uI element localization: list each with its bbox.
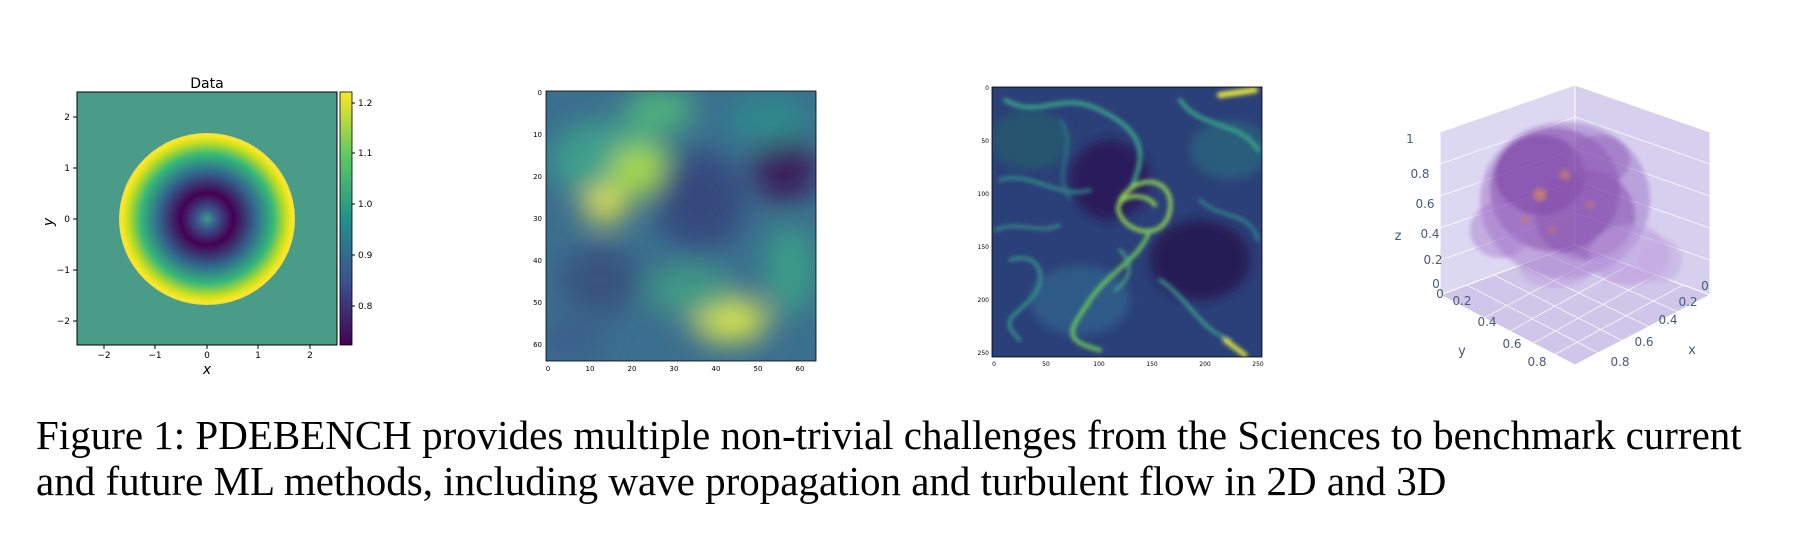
cbar-tick: 1.0 [358,200,373,210]
p1-xtick: 0 [204,351,210,361]
p4-ztick: 0.6 [1415,197,1434,211]
panel-wave-data: Data −2 −1 0 1 2 2 1 0 −1 −2 x y 1.2 1.1… [41,76,373,378]
panel-3d-volume: 1 0.8 0.6 0.4 0.2 0 z 0 0.2 0.4 0.6 0.8 … [1395,84,1712,369]
p1-xtick: −1 [148,351,161,361]
p2-xtick: 0 [546,365,550,373]
p4-zlabel: z [1395,229,1402,244]
p4-xlabel: x [1688,343,1696,358]
p2-ytick: 50 [533,299,542,307]
p4-xtick: 0.4 [1658,313,1677,327]
panel-turbulence-fine: 0 50 100 150 200 250 0 50 100 150 200 25… [978,85,1264,368]
p3-xtick: 50 [1042,361,1050,368]
p4-ztick: 0 [1432,277,1440,291]
p2-xtick: 20 [628,365,637,373]
p2-ytick: 30 [533,215,542,223]
p4-ylabel: y [1458,344,1466,359]
p4-ztick: 0.4 [1420,227,1439,241]
p4-ztick: 1 [1406,132,1414,146]
panel1-ylabel: y [41,217,57,227]
p2-xtick: 50 [754,365,763,373]
p4-ytick: 0.2 [1452,294,1471,308]
p2-xtick: 10 [586,365,595,373]
panel2-plot-area [545,90,817,362]
p1-xtick: −2 [97,351,110,361]
p1-ytick: 1 [64,164,70,174]
p2-xtick: 60 [796,365,805,373]
p4-xtick: 0 [1701,279,1709,293]
p4-ytick: 0.4 [1477,315,1496,329]
cbar-tick: 0.8 [358,302,373,312]
panel1-xlabel: x [202,362,212,378]
panel1-title: Data [190,76,223,92]
caption-rest: provides multiple non-trivial challenges… [36,412,1742,504]
p4-xtick: 0.6 [1634,335,1653,349]
cbar-tick: 0.9 [358,251,373,261]
p3-ytick: 250 [978,350,990,357]
p2-ytick: 40 [533,257,542,265]
p1-xtick: 2 [307,351,313,361]
p2-xtick: 30 [670,365,679,373]
volume-blob [1470,122,1682,288]
p4-ztick: 0.8 [1410,167,1429,181]
p2-ytick: 20 [533,173,542,181]
cbar-tick: 1.1 [358,149,372,159]
p4-xtick: 0.2 [1678,295,1697,309]
p3-xtick: 200 [1199,361,1211,368]
p4-ytick: 0 [1436,287,1444,301]
figure-caption: Figure 1: PDEBENCH provides multiple non… [36,412,1776,504]
p1-ytick: −2 [57,317,70,327]
p3-ytick: 0 [985,85,989,92]
p4-ytick: 0.6 [1502,337,1521,351]
wave-ring [119,133,295,305]
p1-xtick: 1 [255,351,261,361]
p2-xtick: 40 [712,365,721,373]
p4-xtick: 0.8 [1610,355,1629,369]
p2-ytick: 60 [533,341,542,349]
p3-xtick: 100 [1093,361,1105,368]
p3-xtick: 0 [992,361,996,368]
panel-turbulence-coarse: 0 10 20 30 40 50 60 0 10 20 30 40 50 60 [533,89,817,373]
p3-ytick: 50 [981,138,989,145]
p4-ztick: 0.2 [1423,253,1442,267]
p3-ytick: 100 [978,191,990,198]
caption-smallcaps: ENCH [300,412,412,458]
p1-ytick: −1 [57,266,70,276]
p3-ytick: 200 [978,297,990,304]
caption-prefix: Figure 1: PDEB [36,412,301,458]
p1-ytick: 2 [64,113,70,123]
p2-ytick: 10 [533,131,542,139]
p4-ytick: 0.8 [1527,355,1546,369]
cbar-tick: 1.2 [358,99,372,109]
p3-xtick: 250 [1252,361,1264,368]
p1-ytick: 0 [64,215,70,225]
p3-xtick: 150 [1146,361,1158,368]
colorbar [339,91,353,346]
p2-ytick: 0 [538,89,542,97]
p3-ytick: 150 [978,244,990,251]
panel3-plot-area [991,86,1263,358]
